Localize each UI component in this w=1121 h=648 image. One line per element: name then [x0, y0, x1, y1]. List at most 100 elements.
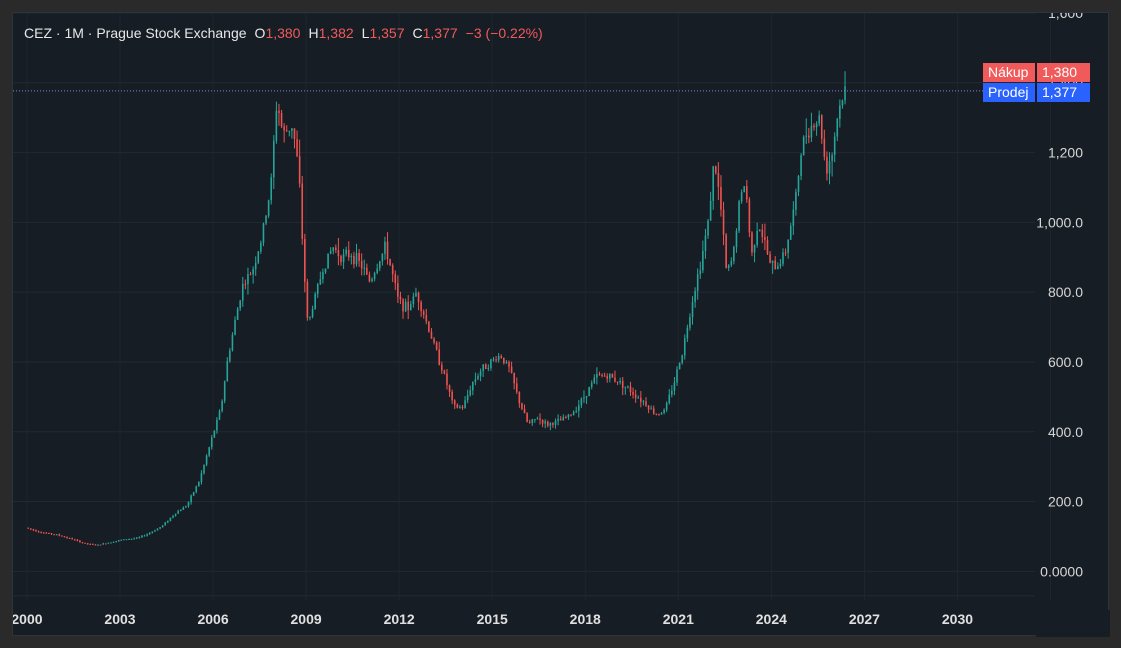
- candle-body: [546, 421, 549, 426]
- candle-body: [125, 539, 128, 541]
- x-tick-label: 2009: [291, 611, 322, 627]
- x-tick-label: 2012: [384, 611, 415, 627]
- candle-body: [441, 364, 443, 371]
- candle-body: [691, 301, 694, 318]
- candle-body: [469, 390, 472, 396]
- buy-tag-label[interactable]: Nákup: [983, 63, 1035, 82]
- candle-body: [430, 331, 433, 339]
- candle-body: [815, 123, 818, 128]
- candle-body: [236, 308, 239, 320]
- candle-body: [673, 382, 676, 391]
- candle-body: [521, 403, 523, 410]
- candle-body: [190, 495, 192, 503]
- candle-body: [557, 419, 559, 421]
- candle-body: [218, 410, 221, 420]
- candle-body: [544, 421, 546, 424]
- candle-body: [487, 367, 490, 369]
- candle-body: [117, 540, 120, 542]
- candle-body: [45, 532, 48, 534]
- candle-body: [836, 118, 839, 137]
- candle-body: [107, 542, 110, 544]
- candle-body: [81, 542, 84, 544]
- candle-body: [229, 350, 231, 362]
- candle-body: [531, 419, 534, 423]
- candle-body: [164, 522, 167, 526]
- grid-lines: [13, 13, 1052, 601]
- candle-body: [753, 244, 756, 253]
- candle-body: [373, 273, 376, 279]
- y-tick-label: 1,600: [1048, 13, 1083, 21]
- candle-body: [792, 209, 795, 226]
- candle-body: [477, 376, 479, 380]
- candle-body: [306, 281, 309, 318]
- candle-body: [771, 260, 774, 263]
- sell-tag-label[interactable]: Prodej: [983, 83, 1035, 102]
- candle-body: [789, 225, 792, 240]
- candle-body: [298, 156, 301, 184]
- candle-body: [141, 535, 143, 538]
- candle-body: [813, 125, 815, 128]
- candle-body: [702, 250, 704, 271]
- candle-body: [528, 421, 531, 423]
- candle-body: [598, 373, 601, 376]
- sell-tag-value[interactable]: 1,377: [1037, 83, 1090, 102]
- candle-body: [699, 270, 702, 275]
- candle-body: [329, 251, 332, 254]
- candle-body: [363, 267, 366, 269]
- candle-body: [422, 311, 425, 315]
- candle-body: [133, 538, 136, 540]
- candle-body: [66, 537, 68, 539]
- candle-body: [596, 373, 598, 378]
- candle-body: [611, 373, 614, 378]
- candle-body: [397, 283, 399, 297]
- candle-body: [30, 528, 32, 530]
- candle-body: [562, 417, 565, 421]
- candle-body: [296, 139, 298, 157]
- candle-body: [192, 492, 195, 496]
- candle-body: [311, 308, 314, 317]
- candlestick-chart[interactable]: 0.0000 200.0 400.0 600.0 800.0 1,000.0 1,200 1,…: [13, 13, 1110, 637]
- y-tick-label: 600.0: [1048, 354, 1083, 370]
- candle-body: [668, 394, 671, 404]
- candle-body: [580, 398, 583, 406]
- candle-body: [239, 300, 241, 309]
- buy-tag-value[interactable]: 1,380: [1037, 63, 1090, 82]
- x-tick-label: 2021: [663, 611, 694, 627]
- candle-body: [756, 230, 758, 245]
- candle-body: [73, 539, 76, 541]
- candle-body: [428, 321, 430, 332]
- candle-body: [267, 200, 270, 216]
- candle-body: [570, 414, 572, 416]
- candle-body: [110, 542, 112, 544]
- candle-body: [241, 283, 244, 301]
- candle-body: [123, 539, 125, 541]
- candle-body: [208, 447, 210, 456]
- change-value: −3 (−0.22%): [465, 25, 543, 41]
- candle-body: [402, 299, 404, 312]
- close-label: C: [412, 25, 423, 41]
- candle-body: [425, 314, 428, 322]
- candle-body: [518, 391, 521, 404]
- candle-body: [497, 355, 500, 361]
- candle-body: [779, 263, 782, 267]
- candle-body: [665, 403, 668, 410]
- candle-body: [466, 395, 469, 401]
- candle-body: [415, 292, 417, 297]
- candle-body: [314, 293, 316, 309]
- candle-body: [389, 259, 391, 266]
- candle-body: [746, 186, 748, 200]
- candle-body: [99, 544, 102, 546]
- candle-body: [50, 533, 53, 535]
- candle-body: [839, 105, 841, 119]
- candle-body: [645, 401, 647, 406]
- candle-body: [136, 537, 138, 539]
- low-value: 1,357: [369, 25, 405, 41]
- candle-body: [722, 209, 725, 235]
- candle-body: [412, 296, 415, 305]
- candle-body: [68, 538, 71, 540]
- candle-body: [810, 125, 813, 138]
- candle-body: [459, 406, 461, 408]
- candle-body: [764, 237, 766, 240]
- candle-body: [280, 113, 283, 127]
- candle-body: [761, 229, 764, 238]
